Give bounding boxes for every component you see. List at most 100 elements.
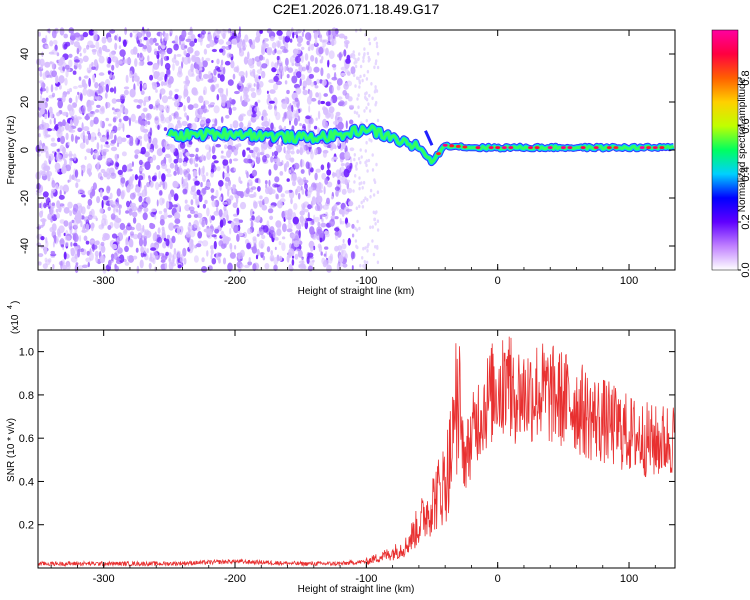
noise-speckle — [176, 151, 180, 161]
noise-speckle — [239, 263, 244, 268]
noise-speckle — [247, 261, 253, 266]
noise-speckle — [256, 233, 260, 237]
noise-speckle — [269, 35, 275, 42]
noise-speckle — [321, 55, 324, 61]
noise-speckle — [365, 159, 368, 163]
noise-speckle — [206, 43, 211, 49]
noise-speckle — [341, 180, 347, 184]
noise-speckle — [190, 122, 197, 131]
noise-speckle — [138, 61, 142, 66]
noise-speckle — [353, 153, 356, 157]
noise-speckle — [292, 216, 299, 225]
noise-speckle — [114, 134, 117, 142]
noise-speckle — [99, 255, 106, 264]
noise-speckle — [67, 141, 70, 146]
noise-speckle — [182, 188, 188, 195]
noise-speckle — [153, 175, 157, 180]
noise-speckle — [358, 182, 361, 186]
noise-speckle — [227, 79, 234, 86]
noise-speckle — [219, 219, 224, 228]
noise-speckle — [207, 78, 214, 83]
noise-speckle — [111, 201, 119, 208]
noise-speckle — [271, 67, 277, 73]
noise-speckle — [179, 254, 184, 263]
noise-speckle — [50, 250, 55, 255]
noise-speckle — [323, 230, 330, 235]
noise-speckle — [96, 104, 101, 108]
noise-speckle — [203, 100, 210, 105]
noise-speckle — [257, 215, 261, 221]
noise-speckle — [51, 70, 57, 78]
colorbar-tick-label: 0.6 — [740, 118, 750, 133]
noise-speckle — [256, 81, 260, 90]
noise-speckle — [112, 130, 115, 134]
noise-speckle — [363, 109, 366, 113]
noise-speckle — [339, 100, 345, 106]
noise-speckle — [214, 228, 220, 234]
noise-speckle — [61, 111, 69, 116]
noise-speckle — [83, 75, 89, 79]
noise-speckle — [338, 208, 344, 215]
noise-speckle — [183, 178, 188, 186]
colorbar-scale — [711, 29, 739, 271]
noise-speckle — [206, 250, 209, 257]
noise-speckle — [153, 106, 156, 110]
noise-speckle — [345, 120, 348, 129]
noise-speckle — [263, 116, 268, 124]
noise-speckle — [276, 228, 282, 236]
noise-speckle — [362, 59, 365, 63]
noise-speckle — [187, 46, 194, 54]
noise-speckle — [287, 222, 293, 230]
x-tick-label: 0 — [495, 573, 501, 585]
noise-speckle — [125, 74, 129, 84]
noise-speckle — [342, 238, 345, 244]
noise-speckle — [134, 186, 141, 193]
noise-speckle — [59, 189, 62, 196]
noise-speckle — [76, 178, 81, 183]
noise-speckle — [39, 139, 42, 149]
noise-speckle — [152, 154, 157, 161]
noise-speckle — [107, 206, 111, 212]
noise-speckle — [134, 154, 139, 159]
noise-speckle — [298, 260, 305, 264]
noise-speckle — [272, 50, 276, 56]
noise-speckle — [68, 97, 73, 104]
x-tick-label: -100 — [355, 573, 377, 585]
noise-speckle — [313, 125, 318, 130]
noise-speckle — [50, 190, 54, 199]
noise-speckle — [351, 233, 355, 238]
noise-speckle — [296, 176, 302, 183]
snr-frame — [37, 329, 676, 569]
noise-speckle — [198, 70, 202, 80]
noise-speckle — [289, 38, 293, 43]
noise-speckle — [171, 235, 176, 244]
noise-speckle — [142, 107, 148, 113]
noise-speckle — [199, 121, 205, 125]
noise-speckle — [142, 45, 148, 50]
noise-speckle — [376, 65, 380, 70]
noise-speckle — [218, 39, 225, 45]
noise-speckle — [222, 235, 227, 241]
noise-speckle — [67, 104, 72, 112]
figure-title: C2E1.2026.071.18.49.G17 — [273, 1, 440, 17]
noise-speckle — [282, 223, 287, 233]
noise-speckle — [119, 94, 126, 100]
noise-speckle — [219, 48, 224, 53]
noise-speckle — [107, 36, 113, 43]
noise-speckle — [41, 37, 47, 44]
noise-speckle — [347, 239, 352, 244]
noise-speckle — [265, 187, 270, 195]
noise-speckle — [254, 178, 259, 183]
noise-speckle — [363, 47, 366, 51]
noise-speckle — [270, 156, 274, 163]
noise-speckle — [74, 264, 79, 274]
noise-speckle — [38, 133, 41, 138]
noise-speckle — [41, 210, 44, 215]
noise-speckle — [156, 71, 160, 78]
noise-speckle — [274, 246, 277, 251]
noise-speckle — [259, 195, 263, 200]
noise-speckle — [284, 80, 288, 85]
noise-speckle — [130, 113, 136, 122]
noise-speckle — [236, 65, 240, 74]
noise-speckle — [157, 227, 161, 234]
